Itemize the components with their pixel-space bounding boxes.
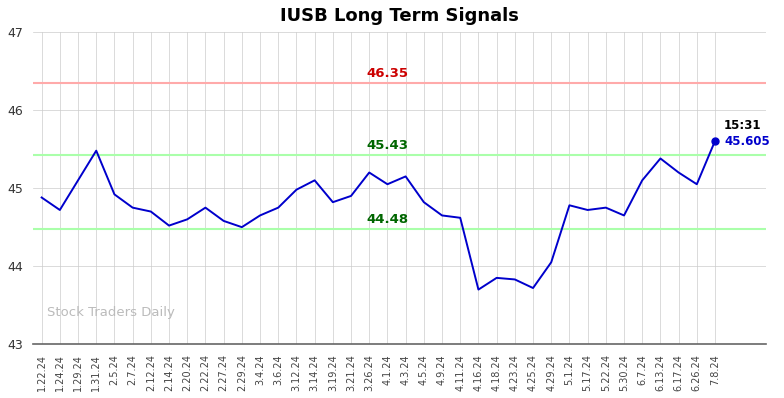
Text: Stock Traders Daily: Stock Traders Daily	[47, 306, 175, 319]
Text: 45.605: 45.605	[724, 135, 770, 148]
Title: IUSB Long Term Signals: IUSB Long Term Signals	[280, 7, 519, 25]
Text: 45.43: 45.43	[366, 139, 408, 152]
Text: 46.35: 46.35	[366, 67, 408, 80]
Text: 15:31: 15:31	[724, 119, 761, 132]
Text: 44.48: 44.48	[366, 213, 408, 226]
